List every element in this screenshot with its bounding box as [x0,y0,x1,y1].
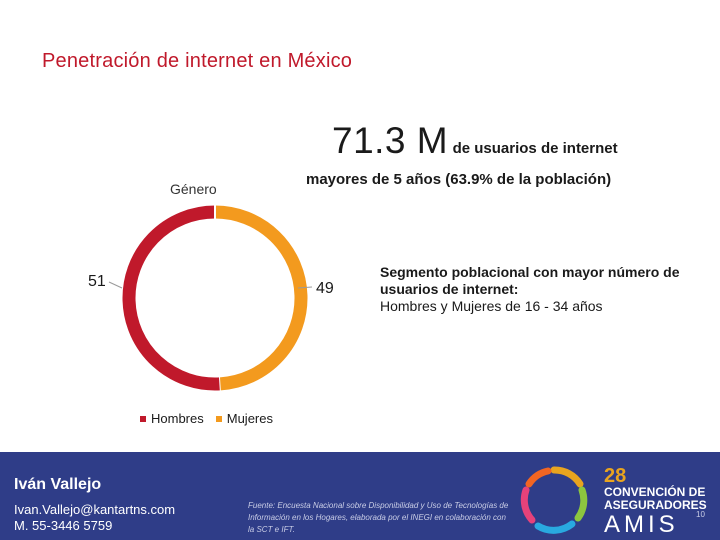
headline-sub: mayores de 5 años (63.9% de la población… [306,171,612,188]
donut-chart [108,204,313,392]
headline-value: 71.3 M [332,120,449,161]
presenter-info: Iván Vallejo Ivan.Vallejo@kantartns.com … [14,476,175,534]
legend-swatch-hombres [140,415,146,422]
data-label-hombres: 51 [88,273,106,290]
segment-title: Segmento poblacional con mayor número de… [380,264,680,297]
donut-slice-hombres [122,205,221,391]
donut-slice-mujeres [214,205,308,391]
donut-slices [122,204,308,392]
amis-logo-icon [520,466,588,534]
presenter-name: Iván Vallejo [14,476,102,493]
segment-detail: Hombres y Mujeres de 16 - 34 años [380,298,603,314]
label-line-hombres [108,281,123,289]
source-note: Fuente: Encuesta Nacional sobre Disponib… [248,501,509,534]
page-number: 10 [696,510,705,519]
legend-item-hombres: Hombres [140,411,204,426]
headline: 71.3 M de usuarios de internet [332,120,618,162]
presenter-email: Ivan.Vallejo@kantartns.com [14,502,176,517]
data-label-mujeres: 49 [316,280,334,297]
logo-number: 28 [604,465,627,487]
label-line-mujeres [297,286,313,289]
logo-line1: CONVENCIÓN DE [604,485,706,499]
segment-text: Segmento poblacional con mayor número de… [380,264,710,315]
slide-title: Penetración de internet en México [42,50,353,72]
legend-label-hombres: Hombres [151,411,204,426]
footer-bar: Iván Vallejo Ivan.Vallejo@kantartns.com … [0,452,720,540]
logo-line2: ASEGURADORES [604,498,707,512]
presenter-phone: M. 55-3446 5759 [14,518,113,533]
headline-rest: de usuarios de internet [452,140,618,157]
chart-title: Género [170,181,217,197]
legend-label-mujeres: Mujeres [226,411,273,426]
chart-legend: Hombres Mujeres [140,411,273,426]
logo-word: AMIS [604,511,679,538]
legend-item-mujeres: Mujeres [215,411,273,426]
legend-swatch-mujeres [215,415,222,422]
amis-logo-text: 28 CONVENCIÓN DE ASEGURADORES AMIS [604,466,707,538]
